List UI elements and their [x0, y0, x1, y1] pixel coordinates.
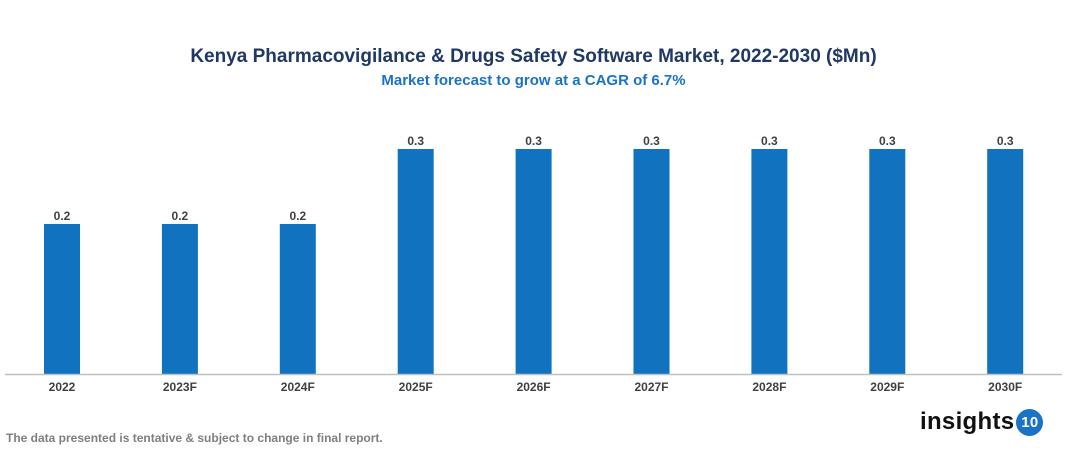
- bar-2026F: [515, 149, 552, 374]
- bar-2025F: [397, 149, 434, 374]
- data-label: 0.3: [525, 134, 542, 148]
- footer-note: The data presented is tentative & subjec…: [6, 431, 383, 445]
- chart-subtitle: Market forecast to grow at a CAGR of 6.7…: [381, 72, 686, 89]
- logo-number: 10: [1016, 408, 1044, 436]
- bar-2022: [44, 224, 80, 374]
- x-tick-label: 2024F: [281, 380, 315, 394]
- x-tick-label: 2022: [49, 380, 76, 394]
- data-label: 0.3: [407, 134, 424, 148]
- data-label: 0.3: [997, 134, 1014, 148]
- data-label: 0.3: [879, 134, 896, 148]
- x-tick-label: 2028F: [752, 380, 786, 394]
- data-label: 0.2: [289, 209, 306, 223]
- bar-2027F: [633, 149, 670, 374]
- insights10-logo: insights 10: [920, 408, 1044, 436]
- x-tick-label: 2023F: [163, 380, 197, 394]
- x-tick-label: 2026F: [517, 380, 551, 394]
- data-label: 0.3: [643, 134, 660, 148]
- chart-title: Kenya Pharmacovigilance & Drugs Safety S…: [190, 46, 877, 67]
- x-tick-label: 2029F: [870, 380, 904, 394]
- data-label: 0.2: [54, 209, 71, 223]
- data-label: 0.2: [172, 209, 189, 223]
- logo-text: insights: [920, 408, 1015, 435]
- bar-2024F: [279, 224, 316, 374]
- data-label: 0.3: [761, 134, 778, 148]
- bar-2023F: [161, 224, 198, 374]
- x-tick-label: 2027F: [634, 380, 668, 394]
- x-tick-label: 2025F: [399, 380, 433, 394]
- bar-2030F: [987, 149, 1024, 374]
- x-tick-label: 2030F: [988, 380, 1022, 394]
- bar-2029F: [869, 149, 906, 374]
- bar-2028F: [751, 149, 788, 374]
